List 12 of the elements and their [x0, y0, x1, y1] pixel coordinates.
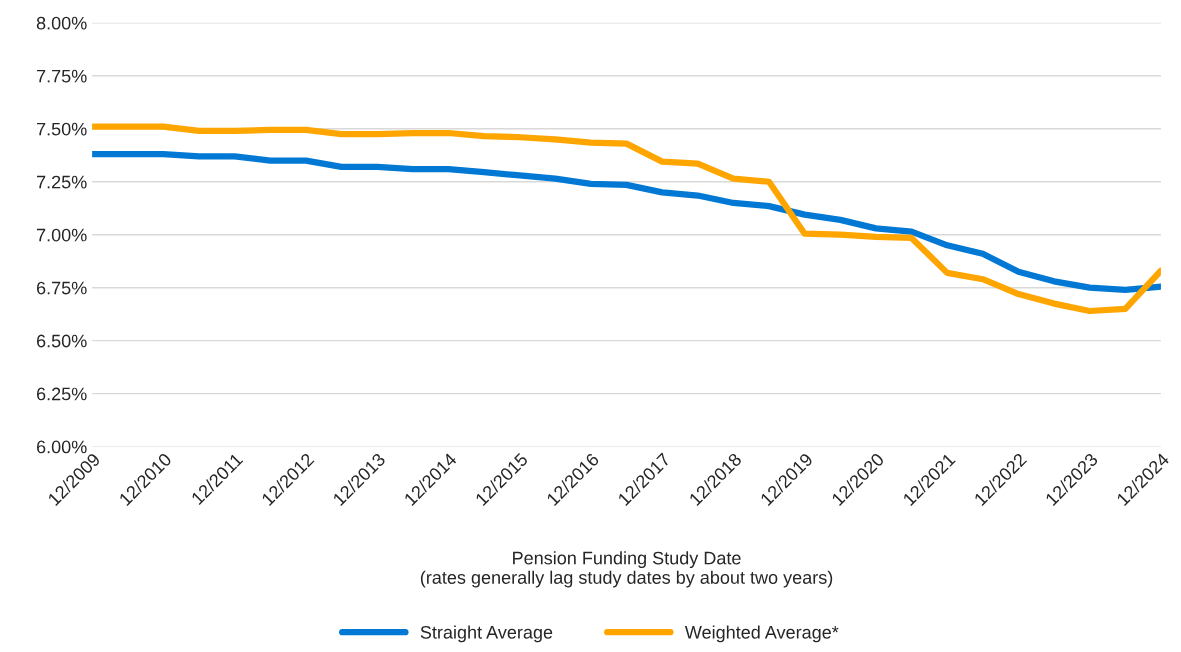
y-tick-label: 6.50% — [36, 334, 87, 348]
x-axis-title: Pension Funding Study Date (rates generally lag study dates by about two years) — [420, 551, 833, 588]
y-tick-label: 6.25% — [36, 387, 87, 401]
legend-label: Straight Average — [420, 625, 553, 643]
y-tick-label: 7.00% — [36, 228, 87, 242]
legend-label: Weighted Average* — [684, 625, 839, 643]
y-tick-label: 8.00% — [36, 16, 87, 30]
y-tick-label: 6.75% — [36, 281, 87, 295]
y-tick-label: 7.50% — [36, 122, 87, 136]
y-tick-label: 7.25% — [36, 175, 87, 189]
y-tick-label: 7.75% — [36, 69, 87, 83]
y-tick-label: 6.00% — [36, 440, 87, 454]
